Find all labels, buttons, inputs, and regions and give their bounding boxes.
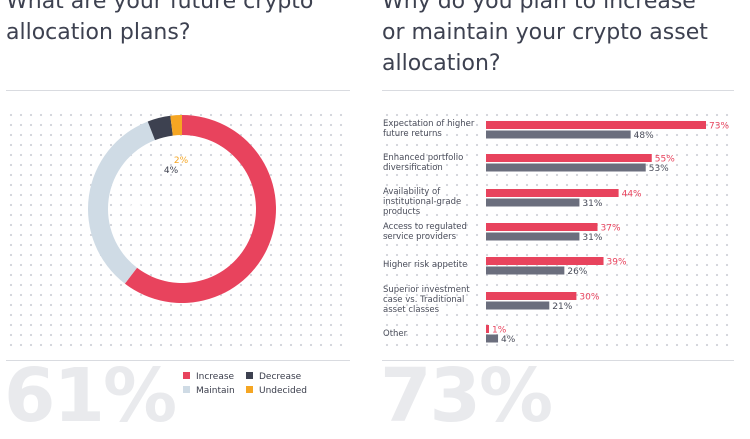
bar-maintain (486, 334, 499, 343)
bar-value-label: 31% (582, 233, 602, 243)
left-dot-grid (6, 110, 350, 350)
bar-increase (486, 154, 652, 162)
bar-category-label: Availability of institutional-grade prod… (383, 187, 462, 217)
bar-value-label: 48% (634, 131, 654, 141)
bar-increase (486, 257, 604, 265)
bar-increase (486, 292, 577, 300)
donut-label-undecided: 2% (174, 156, 189, 166)
bar-increase (486, 325, 490, 333)
bar-category-label: Expectation of higher future returns (383, 119, 475, 139)
bar-value-label: 53% (649, 164, 669, 174)
bar-category-label: Enhanced portfolio diversification (383, 153, 464, 173)
donut-chart: 61% 34% 4%2% (88, 115, 276, 303)
left-bottom-divider (6, 360, 350, 361)
donut-slice-undecided (170, 115, 182, 136)
bar-value-label: 26% (567, 267, 587, 277)
bar-value-label: 31% (582, 199, 602, 209)
donut-label-increase: 61% (220, 227, 240, 237)
bar-category-label: Superior investment case vs. Traditional… (383, 285, 470, 315)
right-chart-title: Why do you plan to increase or maintain … (382, 0, 708, 76)
bar-increase (486, 223, 598, 231)
legend-swatch (183, 386, 190, 393)
legend-swatch (183, 372, 190, 379)
legend-label: Decrease (259, 372, 302, 382)
bar-maintain (486, 232, 580, 241)
legend-label: Undecided (259, 386, 307, 396)
bar-value-label: 73% (709, 122, 729, 132)
legend-item-maintain: Maintain (183, 386, 235, 396)
left-big-number: 61% (4, 353, 177, 439)
bar-value-label: 4% (501, 335, 516, 345)
bar-maintain (486, 130, 631, 139)
right-title-divider (382, 90, 734, 91)
bar-value-label: 1% (492, 326, 507, 336)
bar-value-label: 30% (579, 293, 599, 303)
bar-value-label: 21% (552, 302, 572, 312)
donut-slice-maintain (88, 121, 156, 284)
bar-category-label: Access to regulated service providers (383, 222, 467, 242)
bar-increase (486, 121, 706, 129)
legend-swatch (246, 372, 253, 379)
donut-label-maintain: 34% (124, 200, 144, 210)
donut-slice-increase (124, 115, 276, 303)
legend-swatch (246, 386, 253, 393)
donut-label-decrease: 4% (164, 166, 179, 176)
bar-value-label: 37% (601, 224, 621, 234)
donut-slice-decrease (147, 115, 173, 141)
bar-chart: 73%48%55%53%44%31%37%31%39%26%30%21%1%4% (486, 121, 729, 345)
left-chart-title: What are your future crypto allocation p… (6, 0, 314, 45)
bar-category-label: Other (383, 329, 408, 339)
legend-item-decrease: Decrease (246, 372, 301, 382)
left-title-divider (6, 90, 350, 91)
legend-item-undecided: Undecided (246, 386, 307, 396)
legend-label: Increase (196, 372, 235, 382)
bar-category-label: Higher risk appetite (383, 260, 468, 270)
bar-increase (486, 189, 619, 197)
right-big-number: 73% (380, 353, 553, 439)
legend-label: Maintain (196, 386, 235, 396)
bar-maintain (486, 198, 580, 207)
bar-value-label: 55% (655, 155, 675, 165)
right-bottom-divider (382, 360, 734, 361)
legend-item-increase: Increase (183, 372, 234, 382)
bar-maintain (486, 163, 646, 172)
bar-value-label: 44% (622, 190, 642, 200)
bar-maintain (486, 266, 565, 275)
bar-maintain (486, 301, 550, 310)
bar-value-label: 39% (607, 258, 627, 268)
